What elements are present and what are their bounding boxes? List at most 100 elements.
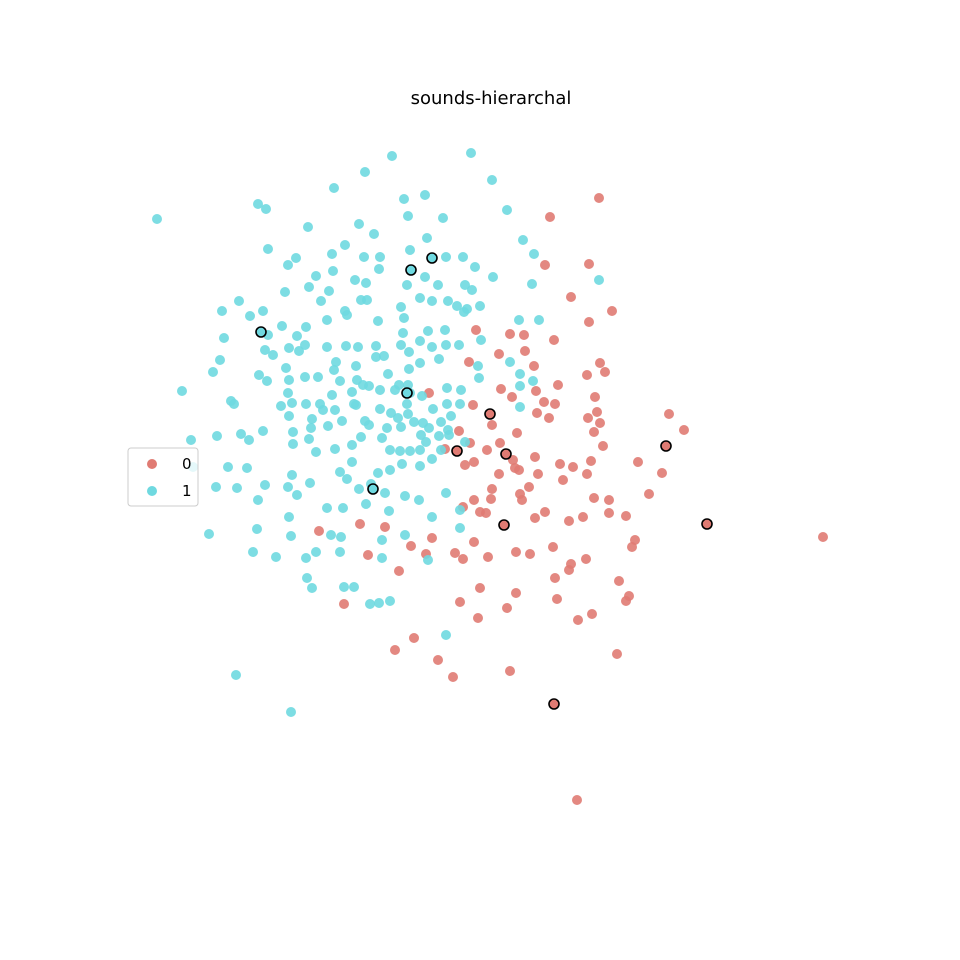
point-class-0 xyxy=(510,463,520,473)
point-class-0 xyxy=(553,380,563,390)
point-class-1 xyxy=(502,205,512,215)
point-class-0 xyxy=(587,609,597,619)
point-class-1 xyxy=(518,235,528,245)
point-class-0 xyxy=(584,317,594,327)
point-class-0 xyxy=(584,259,594,269)
point-class-1 xyxy=(177,386,187,396)
point-class-1 xyxy=(349,399,359,409)
point-class-1 xyxy=(375,252,385,262)
point-class-1 xyxy=(326,530,336,540)
point-class-0 xyxy=(664,409,674,419)
point-class-1 xyxy=(382,423,392,433)
point-class-1 xyxy=(386,408,396,418)
point-class-1 xyxy=(335,547,345,557)
point-class-1 xyxy=(322,315,332,325)
point-class-1 xyxy=(347,457,357,467)
point-class-1 xyxy=(301,322,311,332)
point-class-0 xyxy=(564,516,574,526)
point-class-0 xyxy=(502,603,512,613)
point-class-1 xyxy=(304,282,314,292)
highlighted-point-class-0 xyxy=(484,408,496,420)
point-class-1 xyxy=(423,555,433,565)
point-class-1 xyxy=(354,219,364,229)
point-class-0 xyxy=(604,495,614,505)
point-class-1 xyxy=(234,296,244,306)
point-class-1 xyxy=(475,301,485,311)
point-class-1 xyxy=(258,306,268,316)
point-class-1 xyxy=(415,293,425,303)
point-class-1 xyxy=(473,361,483,371)
point-class-0 xyxy=(448,672,458,682)
point-class-0 xyxy=(598,441,608,451)
point-class-1 xyxy=(335,467,345,477)
point-class-1 xyxy=(396,340,406,350)
point-class-1 xyxy=(229,399,239,409)
point-class-1 xyxy=(398,328,408,338)
point-class-0 xyxy=(475,583,485,593)
highlighted-point-class-1 xyxy=(405,264,417,276)
point-class-0 xyxy=(589,493,599,503)
point-class-1 xyxy=(208,367,218,377)
point-class-1 xyxy=(152,214,162,224)
point-class-1 xyxy=(347,387,357,397)
point-class-1 xyxy=(300,340,310,350)
point-class-1 xyxy=(415,358,425,368)
point-class-1 xyxy=(287,470,297,480)
point-class-1 xyxy=(420,190,430,200)
point-class-1 xyxy=(438,213,448,223)
point-class-1 xyxy=(454,340,464,350)
point-class-1 xyxy=(467,285,477,295)
point-class-0 xyxy=(548,542,558,552)
point-class-1 xyxy=(374,598,384,608)
point-class-1 xyxy=(441,340,451,350)
point-class-0 xyxy=(530,452,540,462)
point-class-0 xyxy=(464,357,474,367)
point-class-1 xyxy=(594,275,604,285)
point-class-1 xyxy=(452,301,462,311)
point-class-1 xyxy=(261,204,271,214)
legend-box xyxy=(127,447,199,507)
point-class-1 xyxy=(277,321,287,331)
point-class-1 xyxy=(459,307,469,317)
point-class-0 xyxy=(529,361,539,371)
point-class-0 xyxy=(494,349,504,359)
point-class-1 xyxy=(286,531,296,541)
legend-label-0: 0 xyxy=(182,455,192,473)
point-class-1 xyxy=(364,420,374,430)
point-class-1 xyxy=(436,417,446,427)
highlighted-point-class-0 xyxy=(500,448,512,460)
point-class-1 xyxy=(316,296,326,306)
point-class-0 xyxy=(586,456,596,466)
point-class-0 xyxy=(455,597,465,607)
point-class-1 xyxy=(476,335,486,345)
point-class-1 xyxy=(302,573,312,583)
highlighted-point-class-0 xyxy=(451,445,463,457)
point-class-0 xyxy=(496,384,506,394)
point-class-1 xyxy=(292,331,302,341)
point-class-1 xyxy=(427,454,437,464)
point-class-1 xyxy=(369,229,379,239)
point-class-0 xyxy=(550,573,560,583)
point-class-1 xyxy=(440,325,450,335)
point-class-1 xyxy=(322,342,332,352)
point-class-0 xyxy=(409,633,419,643)
point-class-1 xyxy=(253,199,263,209)
point-class-1 xyxy=(458,252,468,262)
point-class-1 xyxy=(359,252,369,262)
point-class-0 xyxy=(473,613,483,623)
point-class-0 xyxy=(604,508,614,518)
point-class-1 xyxy=(305,478,315,488)
point-class-1 xyxy=(405,446,415,456)
point-class-0 xyxy=(511,547,521,557)
highlight-layer xyxy=(255,252,713,710)
point-class-1 xyxy=(427,296,437,306)
point-class-1 xyxy=(327,249,337,259)
point-class-1 xyxy=(396,302,406,312)
point-class-1 xyxy=(330,444,340,454)
point-class-1 xyxy=(291,253,301,263)
point-class-1 xyxy=(446,411,456,421)
point-class-1 xyxy=(403,409,413,419)
point-class-0 xyxy=(583,413,593,423)
point-class-1 xyxy=(375,404,385,414)
point-class-0 xyxy=(314,526,324,536)
